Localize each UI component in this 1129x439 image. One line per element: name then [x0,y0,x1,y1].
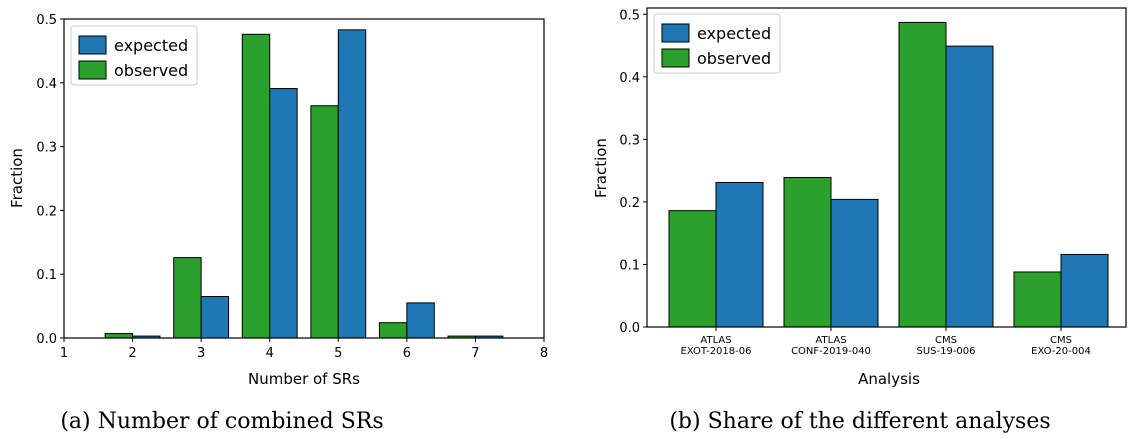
chart-a: 1 2 3 4 5 6 7 8 0.0 0.1 0.2 0.3 0.4 0.5 Number of SRs… [8,13,548,434]
chart-a-ticks: 1 2 3 4 5 6 7 8 0.0 0.1 0.2 0.3 0.4 0.5 [36,13,548,361]
chart-a-xtick-label: 2 [128,346,136,361]
chart-b-ytick-label: 0.4 [619,71,640,86]
legend-swatch-expected [78,35,107,55]
chart-a-frame [63,18,545,339]
chart-b-xtick-label: ATLAS [815,335,846,346]
chart-a-xtick-label: 8 [540,346,548,361]
chart-a-bar-observed-2 [104,333,134,339]
chart-b-ytick-label: 0.0 [619,321,640,336]
chart-b-ytick-label: 0.5 [619,8,640,23]
chart-a-xtick-label: 3 [197,346,205,361]
chart-b-xtick-label: CONF-2019-040 [791,346,871,357]
chart-b-ytick-label: 0.2 [619,196,640,211]
chart-b-caption: (b) Share of the different analyses [669,409,1050,434]
chart-a-axes [63,18,545,339]
chart-b-legend: expected observed [653,13,781,74]
chart-b-xtick-label: EXO-20-004 [1031,346,1091,357]
chart-a-bar-observed-5 [310,105,339,339]
chart-b-ytick-label: 0.1 [619,258,640,273]
chart-a-bars [104,29,504,339]
chart-b-bars [668,21,1109,328]
chart-b-xtick-label: CMS [1050,335,1072,346]
chart-b-bar-observed-1 [783,177,832,328]
chart-b-ticks: ATLASEXOT-2018-06ATLASCONF-2019-040CMSSU… [619,8,1091,357]
legend-swatch-expected [661,23,690,43]
chart-a-xtick-label: 1 [60,346,68,361]
chart-a-bar-expected-3 [200,296,230,339]
chart-b-bar-observed-0 [668,210,717,328]
chart-a-xtick-label: 4 [266,346,274,361]
legend-swatch-observed [661,48,690,68]
legend-label-observed: observed [114,61,188,80]
chart-b-ylabel: Fraction [592,138,610,198]
legend-label-observed: observed [697,49,771,68]
chart-b-xlabel: Analysis [858,370,920,388]
legend-label-expected: expected [697,24,771,43]
chart-a-bar-observed-3 [173,257,202,339]
chart-a-ytick-label: 0.1 [36,268,57,283]
chart-b-bar-observed-3 [1013,271,1062,328]
chart-a-bar-expected-6 [406,302,435,339]
chart-b-ytick-label: 0.3 [619,133,640,148]
chart-b-frame [646,7,1127,328]
chart-a-bar-expected-4 [269,88,298,339]
chart-a-bar-expected-5 [337,29,367,339]
chart-a-xtick-label: 5 [334,346,342,361]
legend-swatch-observed [78,60,107,80]
chart-b-bar-expected-3 [1060,253,1109,328]
chart-b-xtick-label: EXOT-2018-06 [681,346,752,357]
chart-b-axes [646,7,1127,328]
chart-b-xtick-label: CMS [935,335,957,346]
chart-a-caption: (a) Number of combined SRs [60,409,383,434]
chart-b-bar-expected-1 [830,198,879,328]
chart-b-bar-expected-2 [945,45,994,328]
chart-b: ATLASEXOT-2018-06ATLASCONF-2019-040CMSSU… [592,7,1127,434]
legend-label-expected: expected [114,36,188,55]
chart-a-xlabel: Number of SRs [248,370,360,388]
chart-a-ylabel: Fraction [8,148,26,208]
chart-a-ytick-label: 0.3 [36,141,57,156]
chart-a-ytick-label: 0.5 [36,13,57,28]
chart-b-xtick-label: SUS-19-006 [916,346,975,357]
chart-b-bar-observed-2 [898,21,947,328]
chart-a-xtick-label: 7 [471,346,479,361]
chart-a-bar-observed-4 [241,33,271,339]
chart-a-xtick-label: 6 [403,346,411,361]
chart-a-ytick-label: 0.4 [36,77,57,92]
chart-a-ytick-label: 0.2 [36,204,57,219]
chart-a-bar-observed-6 [378,322,408,339]
chart-b-xtick-label: ATLAS [700,335,731,346]
chart-a-legend: expected observed [70,25,198,86]
chart-a-ytick-label: 0.0 [36,332,57,347]
chart-b-bar-expected-0 [715,182,764,328]
